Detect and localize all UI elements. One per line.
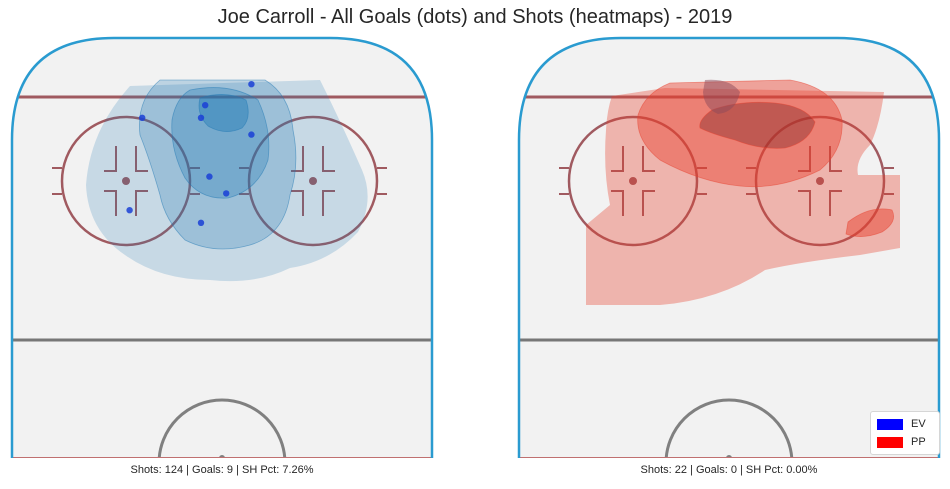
pp-heatmap [586,79,900,305]
goal-dot-1 [248,81,255,88]
ev-stats-label: Shots: 124 | Goals: 9 | SH Pct: 7.26% [130,464,314,476]
legend-swatch-ev [877,418,903,430]
legend-swatch-pp [877,436,903,448]
pp-contour-1 [586,88,900,305]
goal-dot-5 [248,131,255,138]
pp-contour-4 [703,79,740,114]
boards-left [10,36,434,458]
goal-dot-7 [223,190,230,197]
pp-contour-5 [845,208,895,237]
ev-contour-3 [171,87,270,199]
goal-dot-4 [139,114,146,122]
center-circle-left [157,398,287,458]
goal-dot-9 [197,219,205,226]
pp-contour-3 [699,101,816,149]
legend: EV PP [870,411,940,455]
goal-dot-2 [202,102,209,109]
faceoff-circle-left-1 [60,115,192,247]
goal-dot-3 [197,114,205,122]
faceoff-circle-left-2 [247,115,379,247]
goal-dot-6 [206,173,213,180]
pp-stats-label: Shots: 22 | Goals: 0 | SH Pct: 0.00% [640,464,818,476]
center-circle-right [664,398,794,458]
ev-contour-2 [139,79,297,250]
goal-dot-8 [126,207,133,214]
rink-left [10,36,434,458]
pp-contour-2 [637,79,843,188]
legend-item-pp: PP [877,435,926,449]
faceoff-circle-right-1 [567,115,699,247]
legend-label-ev: EV [911,418,926,430]
ev-heatmap [86,79,368,282]
ev-goal-dots [126,81,255,226]
ev-contour-1 [86,80,368,282]
chart-title: Joe Carroll - All Goals (dots) and Shots… [217,6,733,28]
legend-label-pp: PP [911,436,926,448]
rink-right [517,36,941,458]
faceoff-circle-right-2 [754,115,886,247]
legend-item-ev: EV [877,417,926,431]
boards-right [517,36,941,458]
